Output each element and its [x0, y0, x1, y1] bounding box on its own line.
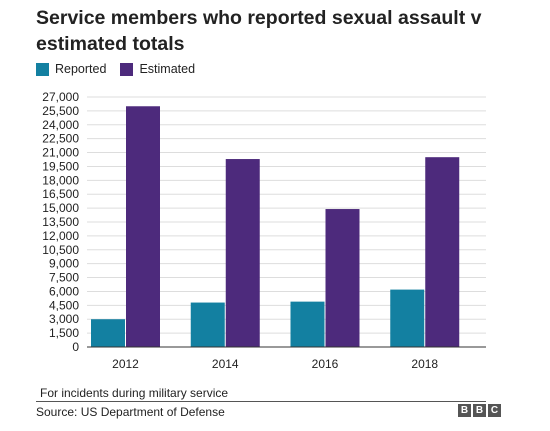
- x-tick-label: 2016: [312, 357, 339, 371]
- y-tick-label: 3,000: [49, 312, 79, 326]
- bar-estimated: [325, 209, 360, 347]
- y-tick-label: 12,000: [42, 229, 79, 243]
- bar-reported: [290, 301, 325, 347]
- x-tick-label: 2014: [212, 357, 239, 371]
- x-tick-label: 2012: [112, 357, 139, 371]
- chart-title: Service members who reported sexual assa…: [36, 7, 482, 55]
- legend-item-estimated: Estimated: [120, 62, 195, 76]
- legend-swatch-reported: [36, 62, 49, 76]
- bbc-logo-letter: B: [458, 404, 471, 417]
- footer-divider: [36, 401, 486, 402]
- legend-label-reported: Reported: [55, 62, 107, 76]
- bar-estimated: [425, 157, 460, 347]
- bar-reported: [91, 319, 125, 347]
- y-tick-label: 6,000: [49, 284, 79, 298]
- y-tick-label: 7,500: [49, 271, 79, 285]
- legend-label-estimated: Estimated: [139, 62, 196, 76]
- bbc-logo: B B C: [456, 404, 501, 417]
- footnote: For incidents during military service: [40, 386, 229, 400]
- legend-swatch-estimated: [120, 62, 134, 76]
- y-tick-label: 19,500: [42, 159, 79, 173]
- x-tick-label: 2018: [411, 357, 438, 371]
- bar-reported: [390, 289, 425, 347]
- legend-item-reported: Reported: [36, 62, 106, 76]
- legend: Reported Estimated: [36, 62, 209, 76]
- y-tick-label: 25,500: [42, 104, 79, 118]
- y-tick-label: 15,000: [42, 201, 79, 215]
- y-tick-label: 1,500: [49, 326, 79, 340]
- y-tick-label: 24,000: [42, 118, 79, 132]
- y-tick-label: 22,500: [42, 132, 79, 146]
- source-text: Source: US Department of Defense: [36, 405, 225, 419]
- y-tick-label: 9,000: [49, 257, 79, 271]
- bar-estimated: [126, 106, 160, 347]
- y-tick-label: 18,000: [42, 173, 79, 187]
- bar-estimated: [225, 159, 260, 347]
- bar-reported: [190, 302, 225, 347]
- y-tick-label: 27,000: [42, 90, 79, 104]
- bbc-logo-letter: C: [488, 404, 501, 417]
- y-tick-label: 21,000: [42, 146, 79, 160]
- bbc-logo-letter: B: [473, 404, 486, 417]
- y-tick-label: 4,500: [49, 298, 79, 312]
- y-tick-label: 13,500: [42, 215, 79, 229]
- y-tick-label: 0: [72, 340, 79, 354]
- y-tick-label: 16,500: [42, 187, 79, 201]
- y-tick-label: 10,500: [42, 243, 79, 257]
